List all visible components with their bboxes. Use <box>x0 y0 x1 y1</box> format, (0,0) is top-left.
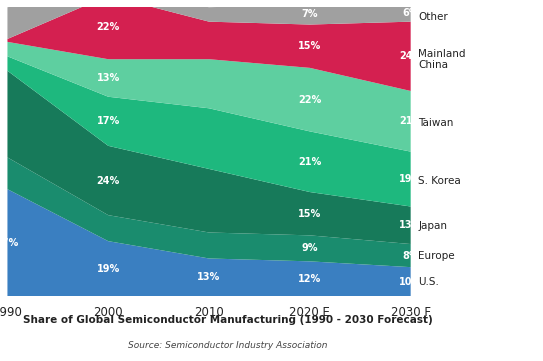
Text: Source: Semiconductor Industry Association: Source: Semiconductor Industry Associati… <box>128 341 328 350</box>
Text: 24%: 24% <box>97 175 120 186</box>
Text: Share of Global Semiconductor Manufacturing (1990 - 2030 Forecast): Share of Global Semiconductor Manufactur… <box>23 315 433 325</box>
Text: U.S.: U.S. <box>418 277 439 287</box>
Text: 9%: 9% <box>301 243 318 253</box>
Text: Mainland
China: Mainland China <box>418 48 465 70</box>
Text: 13%: 13% <box>198 272 220 282</box>
Text: 15%: 15% <box>298 209 321 219</box>
Text: 8%: 8% <box>402 251 419 261</box>
Text: 19%: 19% <box>97 264 120 274</box>
Text: 21%: 21% <box>298 157 321 167</box>
Text: 22%: 22% <box>97 22 120 32</box>
Text: 19%: 19% <box>399 174 422 184</box>
Text: 17%: 17% <box>97 116 120 126</box>
Text: 13%: 13% <box>399 220 422 230</box>
Text: 10%: 10% <box>399 277 422 287</box>
Text: 7%: 7% <box>301 9 318 19</box>
Text: 37%: 37% <box>0 238 19 248</box>
Text: Europe: Europe <box>418 251 454 261</box>
Text: 22%: 22% <box>298 95 321 105</box>
Text: 24%: 24% <box>399 51 422 61</box>
Text: 6%: 6% <box>402 8 419 18</box>
Text: Other: Other <box>418 12 448 22</box>
Text: 13%: 13% <box>97 73 120 83</box>
Text: 15%: 15% <box>298 41 321 51</box>
Text: S. Korea: S. Korea <box>418 175 461 186</box>
Text: Japan: Japan <box>418 221 447 231</box>
Text: Taiwan: Taiwan <box>418 118 453 129</box>
Text: 12%: 12% <box>298 274 321 284</box>
Text: 21%: 21% <box>399 116 422 126</box>
